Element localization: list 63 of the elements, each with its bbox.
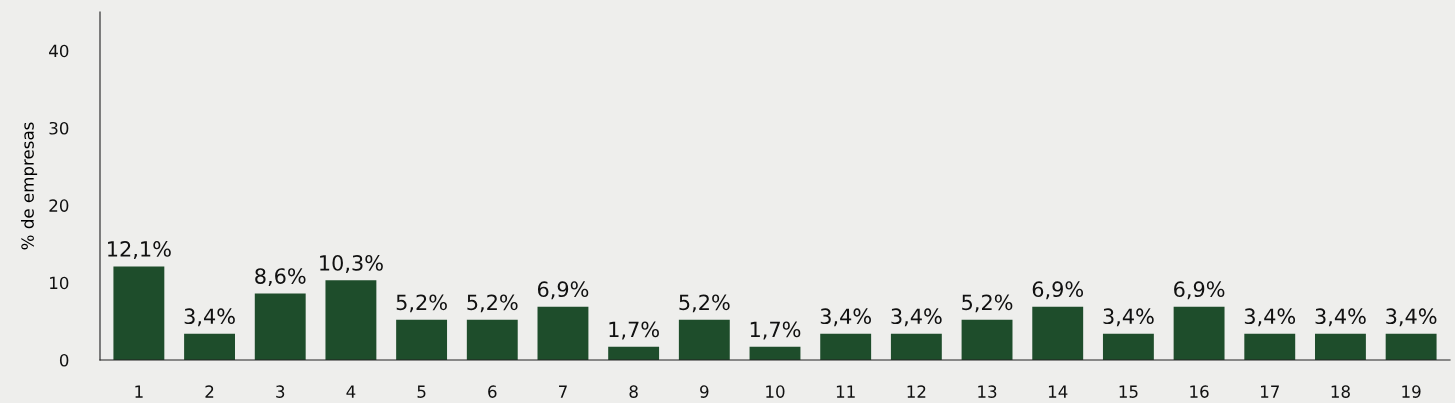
x-tick-label: 6: [488, 385, 497, 398]
data-label: 5,2%: [396, 294, 447, 313]
x-tick-label: 14: [1048, 385, 1068, 398]
y-axis-title: % de empresas: [20, 122, 38, 250]
x-tick-label: 5: [417, 385, 426, 398]
data-label: 3,4%: [184, 308, 235, 327]
x-tick-label: 2: [205, 385, 214, 398]
bar: [820, 333, 872, 360]
x-tick-label: 9: [700, 385, 709, 398]
bar: [749, 346, 801, 360]
x-tick-label: 4: [346, 385, 356, 398]
y-tick-label: 20: [49, 199, 69, 212]
y-tick-label: 30: [49, 121, 69, 135]
bar: [1315, 333, 1366, 360]
bar: [890, 333, 942, 360]
bar: [1032, 306, 1084, 360]
x-tick-label: 19: [1402, 385, 1421, 398]
data-label: 5,2%: [962, 294, 1013, 313]
data-label: 3,4%: [1244, 308, 1296, 327]
data-label: 6,9%: [1174, 281, 1225, 300]
data-label: 3,4%: [1315, 308, 1366, 327]
bar: [396, 319, 448, 360]
data-label: 10,3%: [320, 255, 383, 273]
bar: [466, 319, 518, 360]
bar: [184, 333, 235, 360]
bar: [113, 266, 165, 360]
data-label: 12,1%: [108, 241, 171, 259]
bar: [1385, 333, 1437, 360]
bar: [1244, 333, 1296, 360]
data-label: 3,4%: [891, 308, 942, 327]
data-label: 3,4%: [1103, 308, 1154, 327]
data-label: 5,2%: [467, 294, 518, 313]
y-tick-label: 0: [59, 353, 69, 367]
bar: [1173, 306, 1225, 360]
x-tick-label: 13: [978, 385, 997, 398]
x-tick-label: 16: [1190, 385, 1209, 398]
x-tick-label: 12: [907, 385, 926, 398]
x-tick-label: 11: [836, 385, 855, 398]
bar: [678, 319, 730, 360]
data-label: 6,9%: [537, 281, 589, 300]
data-label: 5,2%: [679, 294, 730, 313]
bar: [537, 306, 589, 360]
bar: [608, 346, 660, 360]
y-tick-label: 10: [50, 276, 69, 290]
bar: [254, 293, 306, 360]
x-tick-label: 17: [1260, 385, 1279, 398]
data-label: 6,9%: [1032, 281, 1084, 300]
data-label: 8,6%: [255, 268, 306, 287]
x-tick-label: 15: [1119, 385, 1138, 398]
data-label: 3,4%: [820, 308, 871, 327]
x-tick-label: 3: [276, 385, 285, 398]
x-tick-label: 18: [1331, 385, 1350, 398]
data-label: 3,4%: [1386, 308, 1437, 327]
data-label: 1,7%: [609, 321, 659, 340]
data-label: 1,7%: [750, 321, 801, 340]
x-tick-label: 7: [559, 385, 567, 398]
y-tick-label: 40: [49, 44, 69, 58]
x-tick-label: 10: [766, 385, 785, 398]
x-tick-label: 8: [629, 385, 638, 398]
bar: [325, 280, 377, 360]
x-tick-label: 1: [135, 385, 143, 398]
bar: [961, 319, 1013, 360]
bar: [1102, 333, 1154, 360]
